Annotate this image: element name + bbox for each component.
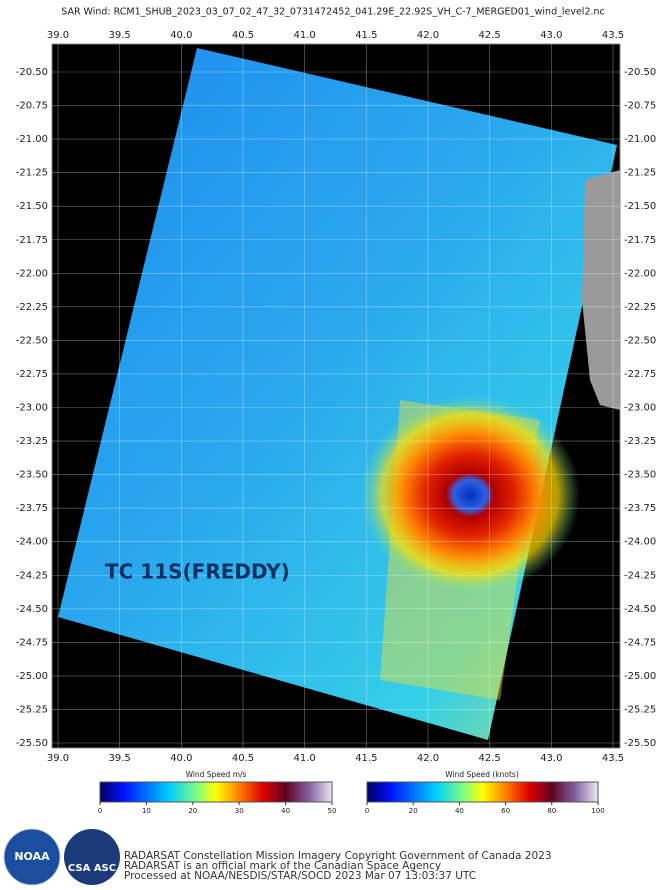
land bbox=[582, 170, 620, 410]
colorbar-tick-label: 20 bbox=[409, 807, 418, 815]
lat-label: -21.50 bbox=[16, 201, 48, 212]
lat-label: -20.75 bbox=[624, 101, 656, 112]
lat-label: -23.25 bbox=[624, 436, 656, 447]
lon-label: 42.0 bbox=[417, 753, 439, 764]
swath bbox=[58, 48, 620, 740]
lat-label: -22.25 bbox=[624, 302, 656, 313]
noaa-logo bbox=[3, 828, 61, 886]
lon-label: 41.0 bbox=[294, 753, 316, 764]
lon-label: 43.5 bbox=[602, 753, 624, 764]
lon-label: 42.0 bbox=[417, 30, 439, 41]
lat-label: -23.00 bbox=[16, 403, 48, 414]
lon-label: 40.0 bbox=[170, 753, 192, 764]
lon-label: 43.0 bbox=[540, 753, 562, 764]
lat-label: -21.50 bbox=[624, 201, 656, 212]
lat-label: -21.00 bbox=[16, 134, 48, 145]
lat-label: -22.25 bbox=[16, 302, 48, 313]
colorbar-tick-label: 60 bbox=[501, 807, 510, 815]
lon-label: 40.5 bbox=[232, 30, 254, 41]
lon-label: 41.5 bbox=[355, 753, 377, 764]
colorbar-tick-label: 50 bbox=[328, 807, 337, 815]
lat-label: -24.00 bbox=[624, 537, 656, 548]
lat-label: -24.25 bbox=[624, 570, 656, 581]
lat-label: -22.75 bbox=[16, 369, 48, 380]
lat-label: -25.00 bbox=[16, 671, 48, 682]
colorbar bbox=[366, 781, 599, 803]
lon-label: 42.5 bbox=[479, 30, 501, 41]
lat-label: -21.00 bbox=[624, 134, 656, 145]
credit: Processed at NOAA/NESDIS/STAR/SOCD 2023 … bbox=[124, 870, 476, 882]
lat-label: -22.50 bbox=[624, 335, 656, 346]
lat-label: -23.50 bbox=[624, 470, 656, 481]
lat-label: -20.50 bbox=[624, 67, 656, 78]
lon-label: 41.0 bbox=[294, 30, 316, 41]
lat-label: -22.00 bbox=[624, 268, 656, 279]
lon-label: 39.5 bbox=[109, 753, 131, 764]
lon-label: 39.5 bbox=[109, 30, 131, 41]
lat-label: -24.75 bbox=[16, 637, 48, 648]
colorbar-tick-label: 10 bbox=[142, 807, 151, 815]
colorbar-tick-label: 0 bbox=[98, 807, 102, 815]
csa-logo bbox=[64, 829, 120, 885]
colorbar-tick-label: 20 bbox=[188, 807, 197, 815]
lat-label: -22.75 bbox=[624, 369, 656, 380]
logo-text: NOAA bbox=[14, 850, 50, 863]
lon-label: 40.5 bbox=[232, 753, 254, 764]
lon-label: 40.0 bbox=[170, 30, 192, 41]
lat-label: -22.00 bbox=[16, 268, 48, 279]
lat-label: -24.50 bbox=[624, 604, 656, 615]
lon-label: 43.5 bbox=[602, 30, 624, 41]
lat-label: -25.50 bbox=[16, 738, 48, 749]
storm-label: TC 11S(FREDDY) bbox=[105, 560, 290, 584]
lat-label: -21.75 bbox=[624, 235, 656, 246]
cyclone bbox=[360, 395, 580, 595]
lat-label: -23.00 bbox=[624, 403, 656, 414]
lon-label: 43.0 bbox=[540, 30, 562, 41]
lat-label: -24.25 bbox=[16, 570, 48, 581]
lat-label: -21.75 bbox=[16, 235, 48, 246]
lon-label: 42.5 bbox=[479, 753, 501, 764]
colorbar-tick-label: 0 bbox=[365, 807, 369, 815]
lat-label: -23.75 bbox=[16, 503, 48, 514]
lat-label: -23.75 bbox=[624, 503, 656, 514]
lat-label: -21.25 bbox=[16, 168, 48, 179]
title: SAR Wind: RCM1_SHUB_2023_03_07_02_47_32_… bbox=[61, 7, 605, 18]
colorbar-tick-label: 40 bbox=[455, 807, 464, 815]
colorbar-tick-label: 100 bbox=[591, 807, 604, 815]
lat-label: -25.50 bbox=[624, 738, 656, 749]
lat-label: -25.25 bbox=[624, 704, 656, 715]
colorbar-tick-label: 40 bbox=[281, 807, 290, 815]
colorbar-title: Wind Speed (knots) bbox=[445, 770, 519, 779]
lat-label: -24.50 bbox=[16, 604, 48, 615]
lat-label: -22.50 bbox=[16, 335, 48, 346]
lat-label: -23.25 bbox=[16, 436, 48, 447]
credit: RADARSAT is an official mark of the Cana… bbox=[124, 860, 441, 872]
lat-label: -20.50 bbox=[16, 67, 48, 78]
colorbar-tick-label: 80 bbox=[547, 807, 556, 815]
colorbar-title: Wind Speed m/s bbox=[186, 770, 247, 779]
lat-label: -23.50 bbox=[16, 470, 48, 481]
lon-label: 41.5 bbox=[355, 30, 377, 41]
lat-label: -24.75 bbox=[624, 637, 656, 648]
lat-label: -20.75 bbox=[16, 101, 48, 112]
lat-label: -24.00 bbox=[16, 537, 48, 548]
lon-label: 39.0 bbox=[47, 753, 69, 764]
colorbar bbox=[99, 781, 333, 803]
lat-label: -21.25 bbox=[624, 168, 656, 179]
logo-text: CSA ASC bbox=[68, 863, 116, 874]
lat-label: -25.25 bbox=[16, 704, 48, 715]
credit: RADARSAT Constellation Mission Imagery C… bbox=[124, 850, 552, 862]
lat-label: -25.00 bbox=[624, 671, 656, 682]
colorbar-tick-label: 30 bbox=[235, 807, 244, 815]
lon-label: 39.0 bbox=[47, 30, 69, 41]
